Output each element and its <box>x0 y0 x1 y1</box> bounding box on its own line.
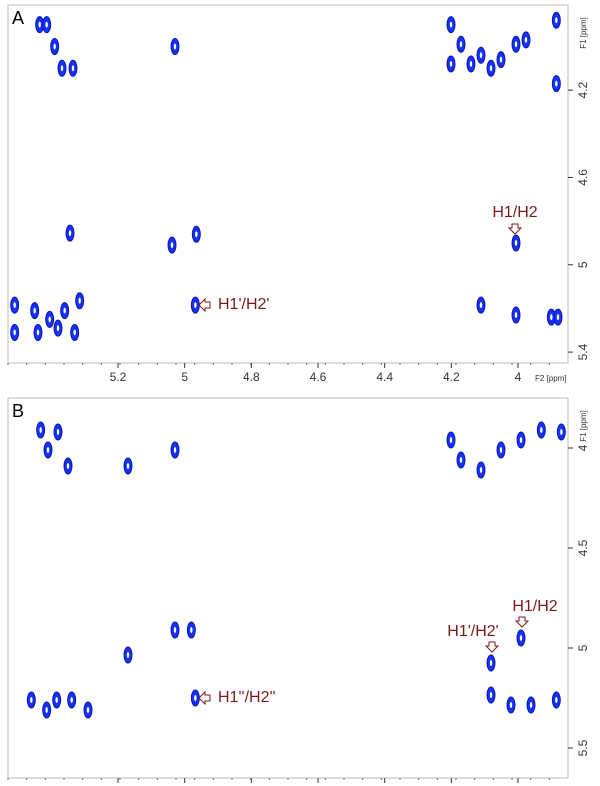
peak-core <box>13 302 16 309</box>
peak-core <box>68 230 72 237</box>
peak-core <box>71 65 75 72</box>
y-tick-label: 5.5 <box>576 739 590 756</box>
peak-core <box>479 467 483 473</box>
x-tick-label: 4.2 <box>443 370 460 384</box>
annotation: H1''/H2'' <box>218 689 276 706</box>
annotation: H1'/H2' <box>447 623 498 640</box>
y-tick-label: 4.6 <box>576 169 590 186</box>
y-tick-label: 4.5 <box>576 539 590 556</box>
annotation: H1/H2 <box>492 204 537 221</box>
y-tick-label: 5 <box>576 644 590 651</box>
y-tick-label: 5.4 <box>576 343 590 360</box>
peak-core <box>194 695 197 701</box>
peak-core <box>469 60 473 67</box>
peak-core <box>489 660 493 666</box>
peak-core <box>45 21 48 28</box>
peak-core <box>173 447 177 453</box>
peak-core <box>514 239 518 246</box>
peak-core <box>194 302 197 309</box>
y-tick-label: 4 <box>576 444 590 451</box>
x-axis-label: F2 [ppm] <box>535 374 567 383</box>
peak-core <box>479 302 483 309</box>
peak-core <box>86 707 90 713</box>
annotation-arrow <box>198 297 211 313</box>
annotation: H1'/H2' <box>218 296 269 313</box>
peak-core <box>173 43 177 50</box>
peak-core <box>46 447 50 453</box>
peak-core <box>449 21 453 28</box>
x-tick-label: 4.6 <box>310 370 327 384</box>
peak-core <box>449 60 453 67</box>
peak-core <box>555 80 558 87</box>
annotation-arrow <box>514 616 530 628</box>
peak-core <box>499 56 503 63</box>
annotation: H1/H2 <box>512 598 557 615</box>
peak-core <box>509 702 513 708</box>
peak-core <box>449 437 453 443</box>
peak-core <box>459 41 463 48</box>
y-tick-label: 5 <box>576 261 590 268</box>
x-tick-label: 4 <box>515 370 522 384</box>
peak-core <box>556 314 560 321</box>
peak-core <box>170 242 174 249</box>
peak-core <box>514 41 518 48</box>
peak-core <box>195 231 198 238</box>
peak-core <box>55 697 58 703</box>
panel-label: A <box>12 8 24 28</box>
x-tick-label: 4.4 <box>376 370 393 384</box>
peak-core <box>60 65 64 72</box>
peak-core <box>45 707 48 713</box>
peak-core <box>524 36 528 43</box>
peak-core <box>39 427 42 433</box>
peak-core <box>519 635 523 641</box>
peak-core <box>126 463 130 469</box>
y-axis-label: F1 [ppm] <box>579 410 588 442</box>
x-tick-label: 5 <box>181 370 188 384</box>
panel: A 5.2 5 4.8 4.6 4.4 4.2 4 F2 [ppm] 4.2 4.6 5 5.4 F1 [… <box>7 4 590 384</box>
x-tick-label: 5.2 <box>110 370 127 384</box>
annotation-arrow <box>507 223 523 235</box>
y-tick-label: 4.2 <box>576 81 590 98</box>
peak-core <box>63 307 66 314</box>
peak-core <box>126 652 130 658</box>
panel-label: B <box>12 401 24 421</box>
peak-core <box>56 429 60 435</box>
peak-core <box>13 329 16 336</box>
peak-core <box>53 43 56 50</box>
peak-core <box>70 697 73 703</box>
peak-core <box>73 329 76 336</box>
annotation-arrow <box>198 690 211 706</box>
peak-core <box>48 316 51 323</box>
y-axis-label: F1 [ppm] <box>579 17 588 49</box>
peak-core <box>30 697 33 703</box>
peak-core <box>550 314 553 321</box>
peak-core <box>36 329 40 336</box>
peak-core <box>190 627 193 633</box>
peak-core <box>38 21 41 28</box>
peak-core <box>560 429 563 435</box>
peak-core <box>514 311 518 318</box>
peak-core <box>529 702 533 708</box>
peak-core <box>459 457 463 463</box>
peak-core <box>66 463 70 469</box>
peak-core <box>555 697 558 703</box>
peak-core <box>479 52 483 59</box>
peak-core <box>499 447 503 453</box>
plot-frame <box>7 397 569 779</box>
peak-core <box>33 307 36 314</box>
x-tick-label: 4.8 <box>243 370 260 384</box>
peak-core <box>540 427 543 433</box>
annotation-arrow <box>484 641 500 653</box>
peak-core <box>489 692 493 698</box>
peak-core <box>489 65 493 72</box>
peak-core <box>173 627 177 633</box>
peak-core <box>555 17 558 24</box>
peak-core <box>78 297 81 304</box>
peak-core <box>519 437 523 443</box>
peak-core <box>56 325 60 332</box>
